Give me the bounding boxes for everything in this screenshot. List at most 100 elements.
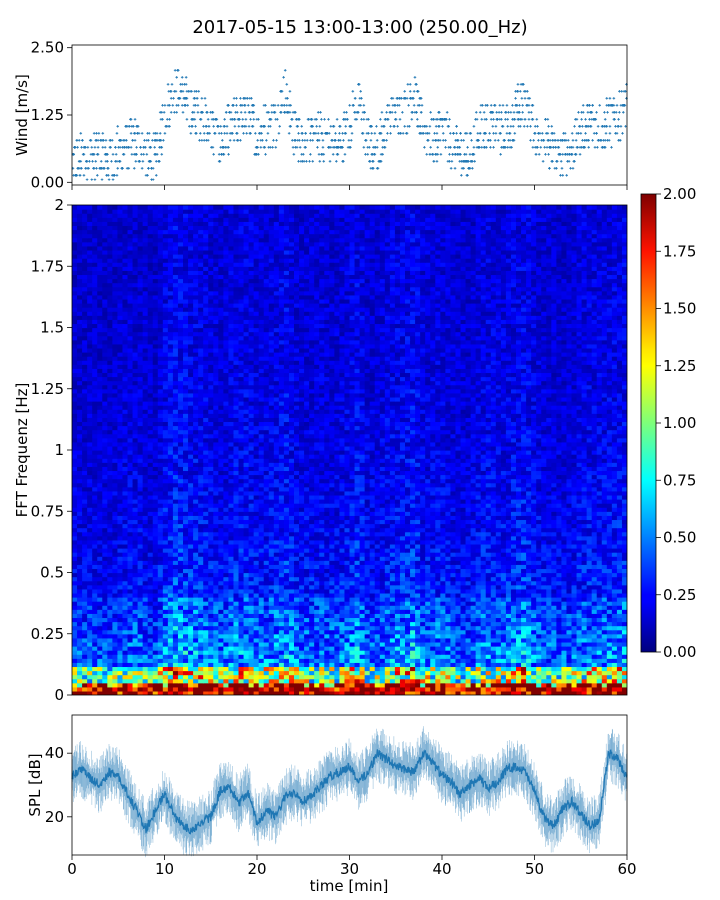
spectrogram-cell bbox=[77, 662, 83, 668]
wind-point bbox=[93, 178, 97, 181]
spectrogram-cell bbox=[319, 678, 325, 684]
spectrogram-cell bbox=[415, 597, 421, 602]
spectrogram-cell bbox=[233, 650, 240, 655]
spectrogram-cell bbox=[415, 670, 421, 676]
wind-point bbox=[80, 146, 83, 149]
spectrogram-cell bbox=[157, 625, 164, 631]
spectrogram-cell bbox=[601, 662, 608, 668]
spectrogram-cell bbox=[541, 621, 547, 627]
spectrogram-cell bbox=[288, 601, 295, 606]
wind-point bbox=[606, 111, 609, 114]
spectrogram-cell bbox=[349, 568, 356, 574]
spectrogram-cell bbox=[561, 666, 568, 672]
wind-point bbox=[573, 125, 576, 128]
spectrogram-cell bbox=[374, 646, 381, 651]
spectrogram-cell bbox=[172, 625, 179, 631]
spectrogram-cell bbox=[500, 686, 507, 692]
spectrogram-cell bbox=[117, 597, 124, 602]
wind-point bbox=[300, 125, 304, 128]
spectrogram-cell bbox=[243, 613, 250, 619]
spectrogram-cell bbox=[349, 654, 356, 659]
spectrogram-cell bbox=[137, 621, 144, 627]
spectrogram-cell bbox=[445, 601, 452, 606]
spectrogram-cell bbox=[152, 580, 159, 586]
spectrogram-cell bbox=[319, 609, 325, 614]
spectrogram-cell bbox=[162, 633, 169, 639]
spectrogram-cell bbox=[132, 605, 139, 610]
spectrogram-cell bbox=[248, 690, 255, 695]
spectrogram-cell bbox=[526, 682, 532, 688]
wind-point bbox=[467, 160, 470, 163]
spectrogram-cell bbox=[314, 654, 320, 659]
spectrogram-cell bbox=[349, 690, 356, 695]
wind-point bbox=[146, 174, 149, 177]
spectrogram-cell bbox=[304, 686, 310, 692]
spectrogram-cell bbox=[117, 678, 124, 684]
spectrogram-cell bbox=[495, 670, 502, 676]
spectrogram-cell bbox=[339, 560, 346, 565]
spectrogram-cell bbox=[364, 568, 371, 574]
spectrogram-cell bbox=[505, 637, 512, 643]
spectrogram-cell bbox=[430, 580, 436, 586]
spectrogram-cell bbox=[248, 572, 255, 578]
wind-point bbox=[594, 118, 598, 121]
spectrogram-cell bbox=[177, 613, 184, 619]
spectrogram-cell bbox=[329, 576, 335, 582]
wind-point bbox=[304, 132, 307, 135]
spectrogram-cell bbox=[198, 560, 204, 565]
spectrogram-cell bbox=[238, 658, 245, 663]
spectrogram-cell bbox=[172, 662, 179, 668]
spectrogram-cell bbox=[288, 666, 295, 672]
wind-point bbox=[519, 125, 522, 128]
spectrogram-cell bbox=[576, 666, 583, 672]
spectrogram-cell bbox=[616, 686, 623, 692]
spectrogram-cell bbox=[354, 658, 361, 663]
wind-point bbox=[250, 97, 253, 100]
spectrogram-cell bbox=[510, 690, 517, 695]
spectrogram-cell bbox=[369, 580, 376, 586]
spectrogram-cell bbox=[611, 613, 618, 619]
spectrogram-cell bbox=[384, 621, 391, 627]
spectrogram-cell bbox=[465, 650, 472, 655]
spectrogram-cell bbox=[606, 613, 613, 619]
spectrogram-cell bbox=[87, 674, 93, 680]
spectrogram-cell bbox=[541, 629, 547, 635]
spectrogram-cell bbox=[72, 686, 78, 692]
spectrogram-cell bbox=[309, 605, 315, 610]
spectrogram-cell bbox=[440, 641, 446, 647]
wind-point bbox=[466, 146, 469, 149]
spectrogram-cell bbox=[359, 625, 366, 631]
wind-point bbox=[133, 132, 137, 135]
wind-point bbox=[429, 146, 432, 149]
spectrogram-cell bbox=[576, 588, 583, 594]
spectrogram-cell bbox=[248, 621, 255, 627]
spectrogram-cell bbox=[137, 678, 144, 684]
wind-point bbox=[478, 132, 482, 135]
spectrogram-cell bbox=[349, 686, 356, 692]
spectrogram-cell bbox=[521, 621, 527, 627]
spectrogram-cell bbox=[480, 580, 487, 586]
spectrogram-cell bbox=[127, 666, 134, 672]
spectrogram-cell bbox=[455, 690, 462, 695]
spectrogram-cell bbox=[460, 588, 467, 594]
spectrogram-cell bbox=[516, 625, 522, 631]
spectrogram-cell bbox=[601, 646, 608, 651]
spectrogram-cell bbox=[203, 601, 209, 606]
wind-point bbox=[106, 153, 109, 156]
wind-point bbox=[561, 153, 565, 156]
spectrogram-cell bbox=[551, 609, 557, 614]
spectrogram-cell bbox=[455, 686, 462, 692]
spectrogram-cell bbox=[369, 637, 376, 643]
wind-point bbox=[613, 118, 616, 121]
spectrogram-cell bbox=[470, 674, 477, 680]
spectrogram-cell bbox=[495, 568, 502, 574]
wind-point bbox=[311, 139, 315, 142]
spectrogram-cell bbox=[455, 601, 462, 606]
spectrogram-cell bbox=[177, 597, 184, 602]
spectrogram-cell bbox=[238, 625, 245, 631]
spectrogram-cell bbox=[198, 654, 204, 659]
spectrogram-cell bbox=[218, 568, 224, 574]
spectrogram-cell bbox=[92, 609, 98, 614]
spectrogram-cell bbox=[616, 605, 623, 610]
wind-point bbox=[200, 97, 204, 100]
